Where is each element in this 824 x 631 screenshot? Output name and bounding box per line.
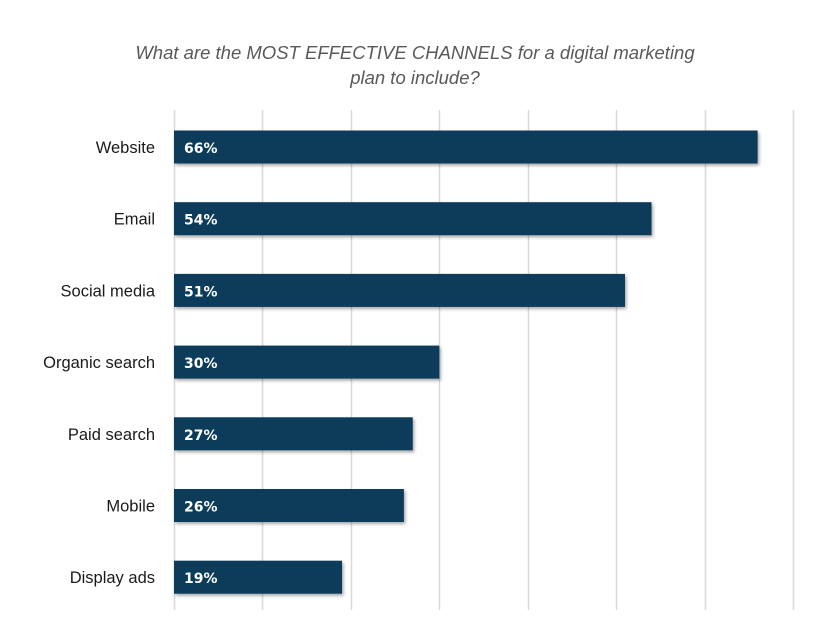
bar-paid-search bbox=[174, 417, 413, 451]
bar-website bbox=[174, 130, 758, 164]
bars bbox=[174, 130, 758, 594]
value-label-display-ads: 19% bbox=[184, 571, 218, 587]
category-label-email: Email bbox=[114, 211, 155, 229]
value-label-website: 66% bbox=[184, 141, 218, 157]
category-label-display-ads: Display ads bbox=[70, 569, 155, 587]
category-labels: Website Email Social media Organic search Pa… bbox=[43, 139, 156, 587]
gridlines bbox=[173, 110, 795, 610]
value-label-social-media: 51% bbox=[184, 284, 218, 300]
bar-mobile bbox=[174, 489, 404, 522]
bar-display-ads bbox=[174, 560, 343, 594]
chart-title-line-1: What are the MOST EFFECTIVE CHANNELS for… bbox=[135, 42, 695, 63]
value-label-mobile: 26% bbox=[184, 500, 218, 516]
category-label-website: Website bbox=[96, 139, 155, 157]
value-label-email: 54% bbox=[184, 213, 218, 229]
category-label-mobile: Mobile bbox=[106, 498, 155, 516]
bar-social-media bbox=[174, 273, 625, 307]
bar-organic-search bbox=[174, 345, 440, 379]
value-label-organic-search: 30% bbox=[184, 356, 218, 372]
chart-title-line-2: plan to include? bbox=[350, 67, 480, 88]
category-label-paid-search: Paid search bbox=[68, 426, 155, 444]
value-labels: 66% 54% 51% 30% 27% 26% 19% bbox=[184, 141, 218, 587]
category-label-organic-search: Organic search bbox=[43, 354, 155, 372]
value-label-paid-search: 27% bbox=[184, 428, 218, 444]
chart-title: What are the MOST EFFECTIVE CHANNELS for… bbox=[0, 40, 824, 90]
bar-email bbox=[174, 202, 652, 236]
category-label-social-media: Social media bbox=[61, 282, 156, 300]
